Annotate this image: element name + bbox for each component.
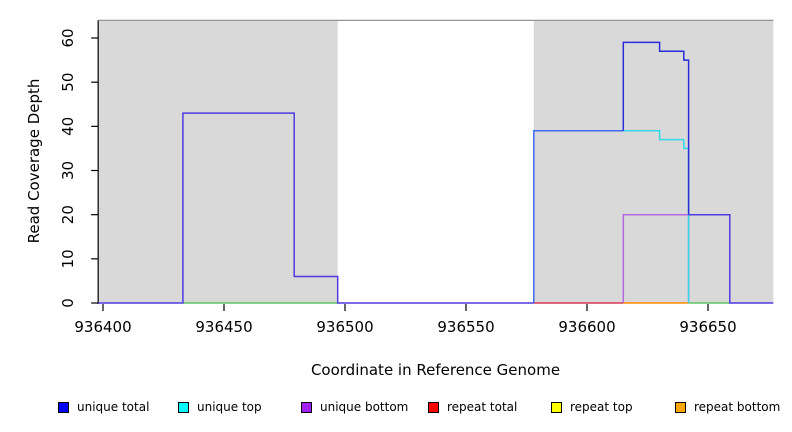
x-tick-label: 936600: [558, 318, 615, 336]
y-tick-label: 50: [59, 73, 77, 92]
legend-item-unique-bottom: unique bottom: [301, 399, 408, 415]
plot-canvas: 936400 936450 936500 936550 936600 936650 0 10 2…: [59, 19, 774, 336]
legend-item-repeat-top: repeat top: [551, 399, 633, 415]
legend-swatch: [675, 401, 686, 413]
legend-label: repeat total: [447, 400, 518, 414]
y-tick-label: 20: [59, 205, 77, 224]
legend-label: repeat top: [570, 400, 633, 414]
legend-label: unique bottom: [320, 400, 409, 414]
series-segment-unique-total-left-hump: [98, 112, 534, 304]
legend-item-repeat-bottom: repeat bottom: [675, 399, 780, 415]
x-tick-label: 936650: [679, 318, 736, 336]
y-tick-label: 40: [59, 117, 77, 136]
x-tick-label: 936550: [437, 318, 494, 336]
legend-swatch: [428, 401, 439, 413]
masked-region-left: [98, 20, 338, 303]
series-segment-unique-total-peak: [622, 41, 690, 215]
x-tick-label: 936400: [74, 318, 131, 336]
legend: unique total unique top unique bottom repea…: [0, 399, 792, 419]
legend-item-unique-total: unique total: [58, 399, 149, 415]
legend-item-unique-top: unique top: [178, 399, 262, 415]
y-tick-label: 10: [59, 249, 77, 268]
y-axis-title: Read Coverage Depth: [25, 78, 43, 244]
y-tick-label: 60: [59, 28, 77, 47]
series-segment-unique-total-rise: [533, 129, 624, 303]
x-axis-title: Coordinate in Reference Genome: [310, 361, 561, 379]
x-tick-label: 936500: [316, 318, 373, 336]
legend-label: unique total: [77, 400, 150, 414]
legend-label: repeat bottom: [694, 400, 781, 414]
y-tick-label: 30: [59, 161, 77, 180]
series-segment-unique-total-right-shoulder: [688, 213, 774, 304]
legend-label: unique top: [197, 400, 262, 414]
masked-region-right: [533, 20, 774, 303]
legend-swatch: [551, 401, 562, 413]
legend-swatch: [58, 401, 69, 413]
legend-swatch: [178, 401, 189, 413]
x-tick-label: 936450: [195, 318, 252, 336]
y-tick-label: 0: [59, 298, 77, 308]
legend-swatch: [301, 401, 312, 413]
legend-item-repeat-total: repeat total: [428, 399, 517, 415]
